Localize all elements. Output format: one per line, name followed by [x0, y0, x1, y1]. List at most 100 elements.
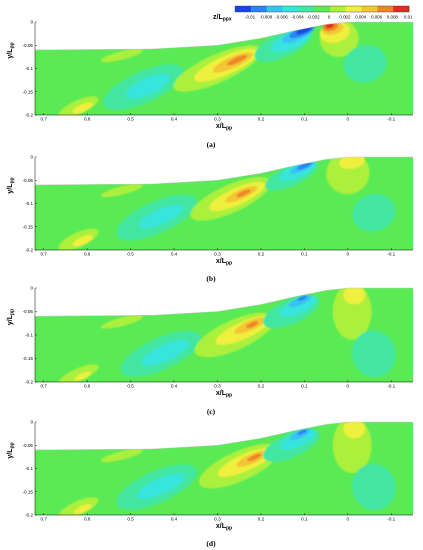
- contour-field: [35, 422, 413, 515]
- contour-region: [125, 73, 171, 99]
- x-tick-label: 0.1: [301, 117, 308, 122]
- colorbar-tick-label: 0.006: [371, 15, 383, 20]
- contour-region: [339, 157, 366, 169]
- y-axis-label-sub: pp: [10, 42, 16, 48]
- colorbar-tick-label: 0: [328, 15, 331, 20]
- y-tick-label: -0.2: [25, 380, 33, 385]
- x-tick-label: 0.1: [301, 517, 308, 522]
- y-tick-label: -0.05: [23, 443, 34, 448]
- y-tick-label: -0.05: [23, 178, 34, 183]
- colorbar-swatch: [250, 6, 267, 12]
- x-axis-label-sub: pp: [226, 261, 232, 267]
- contour-field: [35, 22, 413, 115]
- panel-d: 0.7 0.6 0.5 0.4 0.3 0.2 0.1 0 -0.1 0 -0.05 -0.1 -0.1…: [7, 420, 413, 548]
- x-axis-label: x/Lpp: [216, 523, 232, 532]
- x-tick-label: 0.5: [127, 252, 134, 257]
- x-axis-label: x/Lpp: [216, 258, 232, 267]
- hull-waterline: [34, 421, 413, 451]
- y-axis-label: y/Lpp: [7, 42, 16, 58]
- colorbar-frame: [234, 5, 410, 13]
- colorbar-label: z/Lppx: [213, 14, 232, 23]
- colorbar-swatch: [377, 6, 394, 12]
- x-tick-label: 0: [347, 517, 350, 522]
- panel-caption: (d): [206, 539, 216, 548]
- colorbar-swatch: [345, 6, 362, 12]
- x-tick-label: 0: [347, 117, 350, 122]
- colorbar-tick-label: 0.002: [339, 15, 351, 20]
- x-axis-label-main: x/L: [216, 258, 227, 265]
- x-tick-label: 0.3: [214, 252, 221, 257]
- x-tick-label: 0.7: [40, 384, 47, 389]
- colorbar-tick-label: 0.01: [404, 15, 413, 20]
- x-axis-label-sub: pp: [226, 526, 232, 532]
- y-axis-label: y/Lpp: [7, 309, 16, 325]
- colorbar-swatch: [361, 6, 378, 12]
- x-axis-label: x/Lpp: [216, 390, 232, 399]
- y-axis-label-sub: pp: [10, 442, 16, 448]
- hull-waterline: [34, 21, 413, 51]
- y-tick-label: 0: [30, 20, 33, 25]
- contour-region: [246, 321, 259, 329]
- contour-region: [352, 330, 396, 378]
- contour-region: [72, 102, 93, 114]
- x-tick-label: 0.3: [214, 517, 221, 522]
- y-tick-label: -0.1: [25, 201, 33, 206]
- x-tick-label: 0.7: [40, 252, 47, 257]
- x-tick-label: 0.5: [127, 517, 134, 522]
- x-tick-label: 0.6: [84, 517, 91, 522]
- contour-region: [74, 371, 91, 381]
- x-tick-label: 0.6: [84, 384, 91, 389]
- colorbar-tick-label: -0.004: [291, 15, 304, 20]
- x-tick-label: -0.1: [387, 384, 395, 389]
- contour-region: [72, 235, 93, 247]
- x-tick-label: 0.6: [84, 117, 91, 122]
- x-tick-label: -0.1: [387, 117, 395, 122]
- x-tick-label: 0.4: [171, 252, 178, 257]
- colorbar-tick-label: -0.01: [245, 15, 256, 20]
- contour-region: [325, 23, 334, 29]
- colorbar-swatch: [298, 6, 315, 12]
- panel-a: 0.7 0.6 0.5 0.4 0.3 0.2 0.1 0 -0.1 0 -0.05 -0.1 -0.1…: [7, 20, 413, 149]
- contour-region: [343, 288, 366, 305]
- x-tick-label: 0.2: [258, 384, 265, 389]
- y-tick-label: -0.2: [25, 113, 33, 118]
- contour-region: [247, 453, 262, 462]
- x-tick-label: -0.1: [387, 252, 395, 257]
- x-tick-label: 0.3: [214, 384, 221, 389]
- x-tick-label: 0.2: [258, 517, 265, 522]
- y-axis-label-sub: pp: [10, 309, 16, 315]
- contour-region: [279, 296, 316, 318]
- x-tick-label: 0.2: [258, 117, 265, 122]
- colorbar-swatch: [235, 6, 252, 12]
- x-axis-label-main: x/L: [216, 523, 227, 530]
- contour-region: [138, 204, 184, 229]
- colorbar-label-main: z/L: [213, 14, 223, 21]
- contour-region: [73, 504, 92, 514]
- y-tick-label: -0.1: [25, 66, 33, 71]
- contour-region: [297, 429, 308, 435]
- colorbar-swatch: [266, 6, 283, 12]
- contour-region: [297, 295, 308, 302]
- colorbar-tick-label: -0.008: [260, 15, 273, 20]
- x-axis-label-sub: pp: [226, 126, 232, 132]
- contour-region: [100, 183, 143, 198]
- colorbar-swatch: [314, 6, 331, 12]
- hull-waterline: [34, 287, 413, 317]
- y-tick-label: -0.15: [23, 356, 34, 361]
- y-axis-label: y/Lpp: [7, 177, 16, 193]
- y-tick-label: 0: [30, 155, 33, 160]
- y-axis-label: y/Lpp: [7, 442, 16, 458]
- y-tick-label: 0: [30, 420, 33, 425]
- colorbar-label-sub: ppx: [223, 17, 232, 23]
- contour-region: [227, 55, 248, 66]
- x-tick-label: 0: [347, 252, 350, 257]
- x-axis-label-sub: pp: [226, 393, 232, 399]
- y-tick-label: -0.05: [23, 309, 34, 314]
- colorbar-swatch: [393, 6, 410, 12]
- x-tick-label: 0.2: [258, 252, 265, 257]
- x-tick-label: 0.4: [171, 384, 178, 389]
- x-axis-label: x/Lpp: [216, 123, 232, 132]
- x-tick-label: 0.4: [171, 117, 178, 122]
- y-axis-label-main: y/L: [7, 448, 14, 459]
- x-tick-label: 0.6: [84, 252, 91, 257]
